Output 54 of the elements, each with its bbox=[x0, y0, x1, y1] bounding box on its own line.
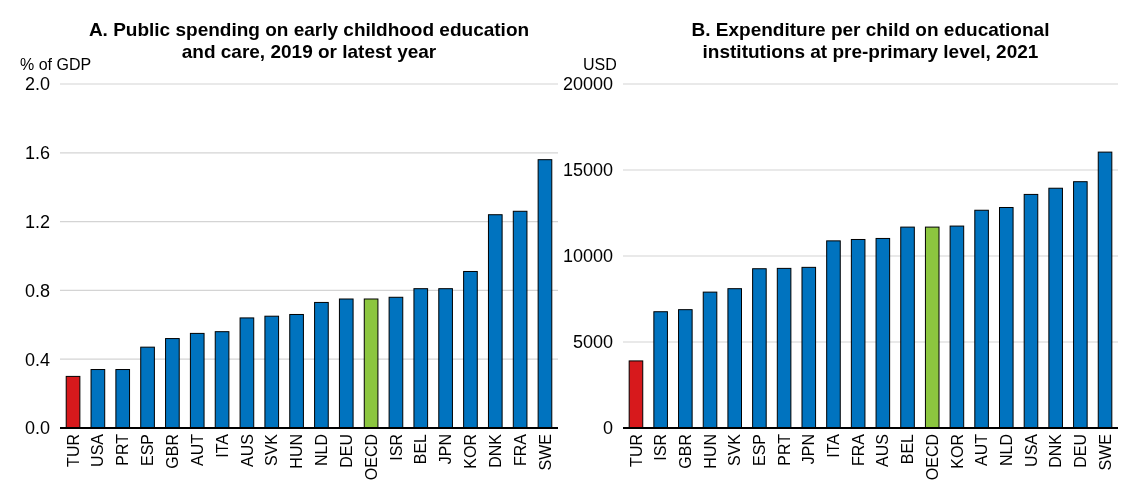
x-tick-label: SWE bbox=[536, 434, 554, 471]
x-tick-label: ITA bbox=[213, 433, 231, 458]
x-tick-label: AUT bbox=[188, 433, 206, 466]
x-tick-label: DNK bbox=[1047, 433, 1065, 468]
x-tick-label: JPN bbox=[800, 434, 818, 465]
x-tick-label: ESP bbox=[751, 434, 768, 467]
y-tick-label: 0 bbox=[602, 418, 613, 439]
x-tick-label: SVK bbox=[263, 433, 281, 467]
y-axis-title: % of GDP bbox=[20, 56, 92, 73]
x-tick-label: USA bbox=[89, 433, 107, 467]
x-tick-label: JPN bbox=[437, 434, 455, 465]
x-tick-label: NLD bbox=[997, 434, 1015, 467]
x-tick-label: SVK bbox=[726, 433, 744, 467]
x-tick-label: ISR bbox=[387, 434, 405, 461]
x-tick-label: OECD bbox=[362, 434, 380, 481]
x-tick-label: AUS bbox=[874, 434, 892, 467]
x-tick-label: KOR bbox=[948, 434, 966, 469]
x-tick-label: FRA bbox=[849, 433, 867, 466]
y-tick-label: 20000 bbox=[562, 74, 613, 95]
x-tick-label: SWE bbox=[1096, 434, 1114, 471]
y-tick-label: 10000 bbox=[562, 246, 613, 267]
x-tick-label: OECD bbox=[923, 434, 941, 481]
x-tick-label: TUR bbox=[64, 434, 82, 467]
x-tick-label: ISR bbox=[652, 434, 670, 461]
x-tick-label: PRT bbox=[114, 433, 132, 466]
x-tick-label: NLD bbox=[313, 434, 331, 467]
x-tick-label: DNK bbox=[486, 433, 504, 468]
y-tick-label: 0.0 bbox=[24, 418, 50, 439]
x-tick-label: KOR bbox=[462, 434, 480, 469]
x-tick-label: USA bbox=[1022, 433, 1040, 467]
x-tick-label: GBR bbox=[676, 434, 694, 469]
x-tick-label: ITA bbox=[825, 433, 843, 458]
x-tick-label: BEL bbox=[899, 433, 917, 465]
y-tick-label: 1.6 bbox=[24, 143, 50, 164]
x-tick-label: AUT bbox=[973, 433, 991, 466]
x-tick-label: DEU bbox=[337, 434, 355, 468]
x-tick-label: GBR bbox=[163, 434, 181, 469]
y-axis-title: USD bbox=[583, 56, 617, 73]
y-tick-label: 2.0 bbox=[24, 74, 50, 95]
x-tick-label: TUR bbox=[627, 434, 645, 467]
x-tick-label: HUN bbox=[288, 434, 306, 469]
y-tick-label: 0.4 bbox=[24, 349, 50, 370]
x-tick-label: HUN bbox=[701, 434, 719, 469]
x-tick-label: AUS bbox=[238, 434, 256, 467]
x-tick-label: BEL bbox=[412, 433, 430, 465]
x-tick-label: DEU bbox=[1071, 434, 1089, 468]
x-tick-label: ESP bbox=[139, 434, 157, 467]
y-tick-label: 1.2 bbox=[24, 211, 50, 232]
y-tick-label: 0.8 bbox=[24, 280, 50, 301]
chart-title: B. Expenditure per child on educational institutions at pre-primary level, 2021 bbox=[691, 19, 1050, 62]
x-tick-label: PRT bbox=[775, 433, 793, 466]
x-tick-label: FRA bbox=[511, 433, 529, 466]
y-tick-label: 15000 bbox=[562, 160, 613, 181]
y-tick-label: 5000 bbox=[572, 332, 613, 353]
